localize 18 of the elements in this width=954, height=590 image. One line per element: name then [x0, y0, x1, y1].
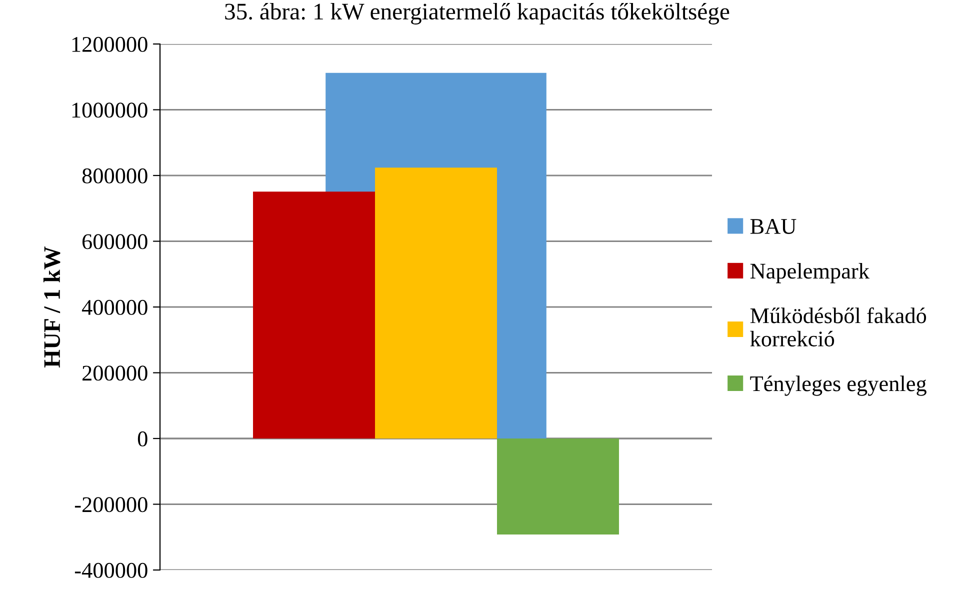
y-tick-label: -200000	[74, 497, 148, 512]
y-tick-label: 1200000	[72, 36, 148, 52]
legend-label: Működésből fakadó korrekció	[750, 307, 926, 347]
legend-label: Napelempark	[750, 263, 870, 284]
legend-label: Tényleges egyenleg	[750, 376, 926, 396]
chart-title: 35. ábra: 1 kW energiatermelő kapacitás tőkeköltsége	[225, 2, 730, 24]
y-tick-label: 400000	[82, 300, 148, 315]
y-axis-title: HUF / 1 kW	[43, 246, 60, 368]
y-tick-label: 0	[138, 431, 148, 446]
y-tick-label: 1000000	[72, 102, 148, 118]
bar	[375, 168, 497, 438]
bar	[253, 192, 376, 438]
bar	[496, 438, 619, 534]
y-tick-label: 800000	[82, 168, 148, 184]
y-tick-label: -400000	[74, 562, 148, 578]
y-tick-label: 200000	[82, 366, 148, 381]
y-tick-label: 600000	[82, 234, 148, 250]
legend-label: BAU	[750, 219, 796, 234]
